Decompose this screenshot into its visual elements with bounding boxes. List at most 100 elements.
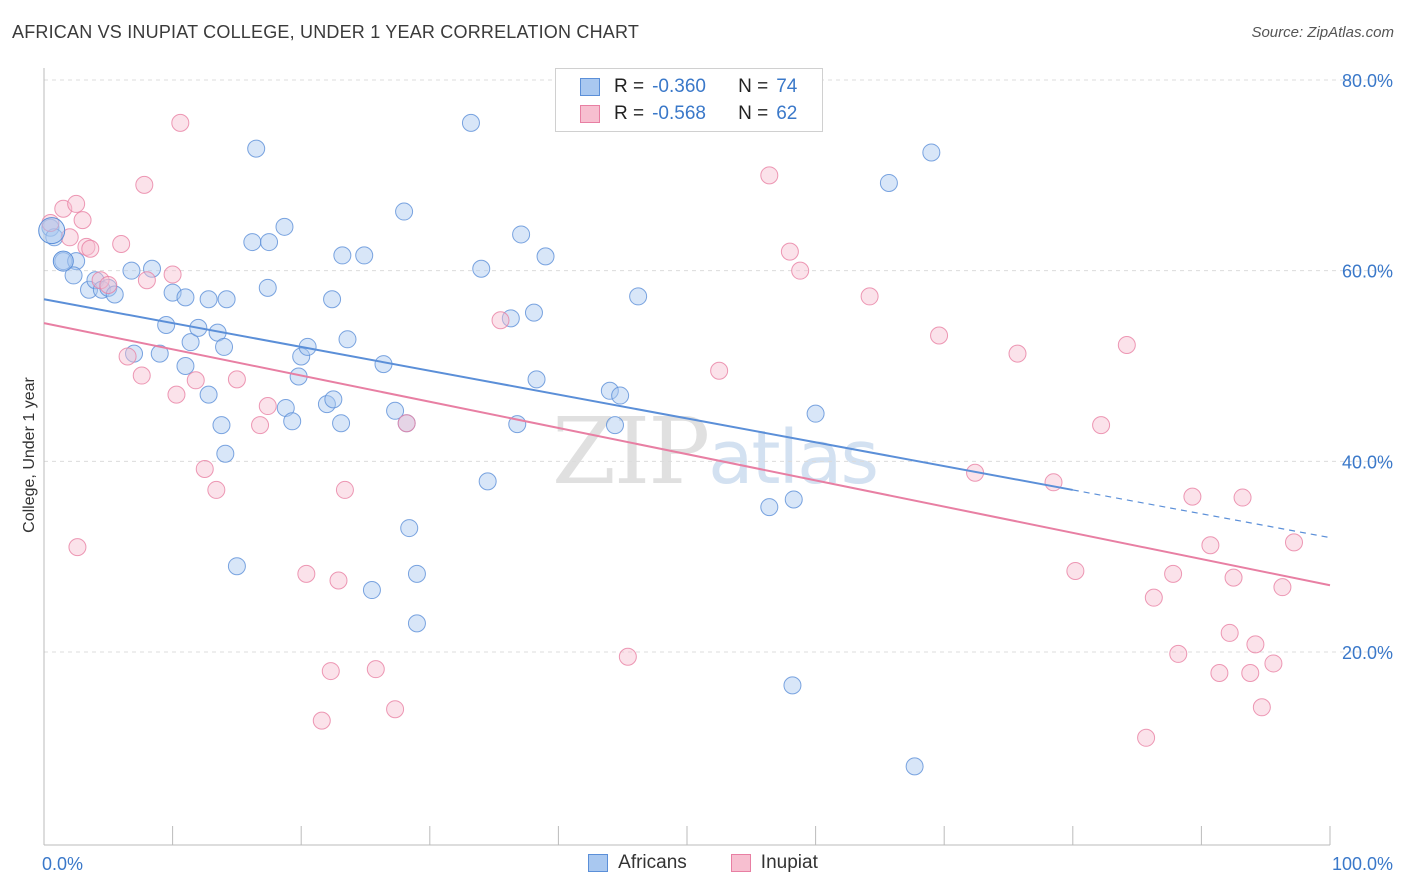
africans-point[interactable] — [227, 557, 246, 576]
inupiat-point[interactable] — [251, 416, 270, 435]
africans-point-large[interactable] — [52, 250, 74, 272]
inupiat-point[interactable] — [68, 538, 87, 557]
africans-point[interactable] — [150, 344, 169, 363]
inupiat-point[interactable] — [1092, 416, 1111, 435]
inupiat-point[interactable] — [1183, 487, 1202, 506]
africans-point[interactable] — [64, 266, 83, 285]
africans-point[interactable] — [199, 290, 218, 309]
africans-point[interactable] — [879, 173, 898, 192]
africans-point[interactable] — [527, 370, 546, 389]
africans-point[interactable] — [181, 333, 200, 352]
africans-point[interactable] — [524, 303, 543, 322]
africans-point[interactable] — [275, 217, 294, 236]
inupiat-point[interactable] — [1273, 578, 1292, 597]
inupiat-point[interactable] — [860, 287, 879, 306]
inupiat-point[interactable] — [1246, 635, 1265, 654]
africans-point[interactable] — [105, 285, 124, 304]
africans-point[interactable] — [122, 261, 141, 280]
inupiat-point[interactable] — [618, 647, 637, 666]
inupiat-point[interactable] — [167, 385, 186, 404]
inupiat-point[interactable] — [1233, 488, 1252, 507]
inupiat-point[interactable] — [1201, 536, 1220, 555]
inupiat-point[interactable] — [1164, 564, 1183, 583]
inupiat-point[interactable] — [99, 275, 118, 294]
africans-point[interactable] — [258, 278, 277, 297]
africans-point[interactable] — [407, 614, 426, 633]
inupiat-point[interactable] — [171, 113, 190, 132]
africans-point[interactable] — [260, 233, 279, 252]
inupiat-point[interactable] — [1137, 728, 1156, 747]
africans-point[interactable] — [472, 259, 491, 278]
africans-point[interactable] — [216, 444, 235, 463]
africans-point[interactable] — [362, 581, 381, 600]
africans-point[interactable] — [332, 414, 351, 433]
africans-point[interactable] — [629, 287, 648, 306]
africans-point[interactable] — [176, 357, 195, 375]
africans-point[interactable] — [605, 416, 624, 435]
africans-point[interactable] — [176, 288, 195, 307]
legend-item-inupiat[interactable]: Inupiat — [730, 852, 818, 874]
africans-point[interactable] — [395, 202, 414, 221]
inupiat-point[interactable] — [132, 366, 151, 385]
africans-point[interactable] — [478, 472, 497, 491]
africans-point[interactable] — [784, 490, 803, 509]
inupiat-point[interactable] — [780, 242, 799, 261]
inupiat-point[interactable] — [329, 571, 348, 590]
africans-point[interactable] — [215, 337, 234, 356]
inupiat-point[interactable] — [67, 194, 86, 213]
inupiat-point[interactable] — [1008, 344, 1027, 363]
africans-point[interactable] — [323, 290, 342, 309]
inupiat-point[interactable] — [335, 480, 354, 499]
africans-point[interactable] — [157, 316, 176, 335]
inupiat-point[interactable] — [258, 397, 277, 416]
inupiat-point[interactable] — [112, 234, 131, 253]
africans-point[interactable] — [333, 246, 352, 265]
inupiat-point[interactable] — [710, 361, 729, 380]
legend-item-africans[interactable]: Africans — [588, 852, 687, 874]
africans-point[interactable] — [292, 347, 311, 366]
africans-point[interactable] — [600, 381, 619, 400]
inupiat-point[interactable] — [137, 271, 156, 290]
inupiat-point[interactable] — [930, 326, 949, 345]
africans-point[interactable] — [212, 416, 231, 435]
inupiat-point[interactable] — [1264, 654, 1283, 673]
inupiat-point[interactable] — [207, 480, 226, 499]
africans-point[interactable] — [386, 401, 405, 420]
africans-point[interactable] — [536, 247, 555, 266]
inupiat-point[interactable] — [1224, 568, 1243, 587]
africans-point[interactable] — [247, 139, 266, 158]
inupiat-point[interactable] — [312, 711, 331, 730]
africans-point[interactable] — [143, 259, 162, 278]
africans-point[interactable] — [283, 412, 302, 431]
inupiat-point[interactable] — [1252, 698, 1271, 717]
africans-point[interactable] — [461, 113, 480, 132]
inupiat-point[interactable] — [386, 700, 405, 719]
africans-point[interactable] — [199, 385, 218, 404]
africans-point[interactable] — [324, 390, 343, 409]
africans-point[interactable] — [317, 395, 336, 414]
inupiat-point[interactable] — [118, 347, 137, 366]
inupiat-point[interactable] — [1144, 588, 1163, 607]
inupiat-point[interactable] — [366, 660, 385, 679]
inupiat-point[interactable] — [1066, 561, 1085, 580]
africans-point[interactable] — [783, 676, 802, 695]
africans-point[interactable] — [355, 246, 374, 265]
inupiat-point[interactable] — [760, 166, 779, 185]
africans-point[interactable] — [400, 519, 419, 538]
inupiat-point[interactable] — [195, 459, 214, 478]
africans-point[interactable] — [407, 564, 426, 583]
inupiat-point[interactable] — [73, 211, 92, 230]
africans-point[interactable] — [217, 290, 236, 309]
inupiat-point[interactable] — [1117, 336, 1136, 355]
inupiat-point[interactable] — [81, 239, 100, 258]
inupiat-point[interactable] — [1210, 663, 1229, 682]
inupiat-point[interactable] — [397, 414, 416, 433]
africans-point[interactable] — [338, 330, 357, 349]
inupiat-point[interactable] — [297, 564, 316, 583]
africans-point[interactable] — [905, 757, 924, 776]
africans-point[interactable] — [80, 280, 99, 299]
africans-point[interactable] — [760, 498, 779, 517]
inupiat-point[interactable] — [1241, 663, 1260, 682]
africans-point[interactable] — [922, 143, 941, 162]
inupiat-point[interactable] — [791, 261, 810, 280]
